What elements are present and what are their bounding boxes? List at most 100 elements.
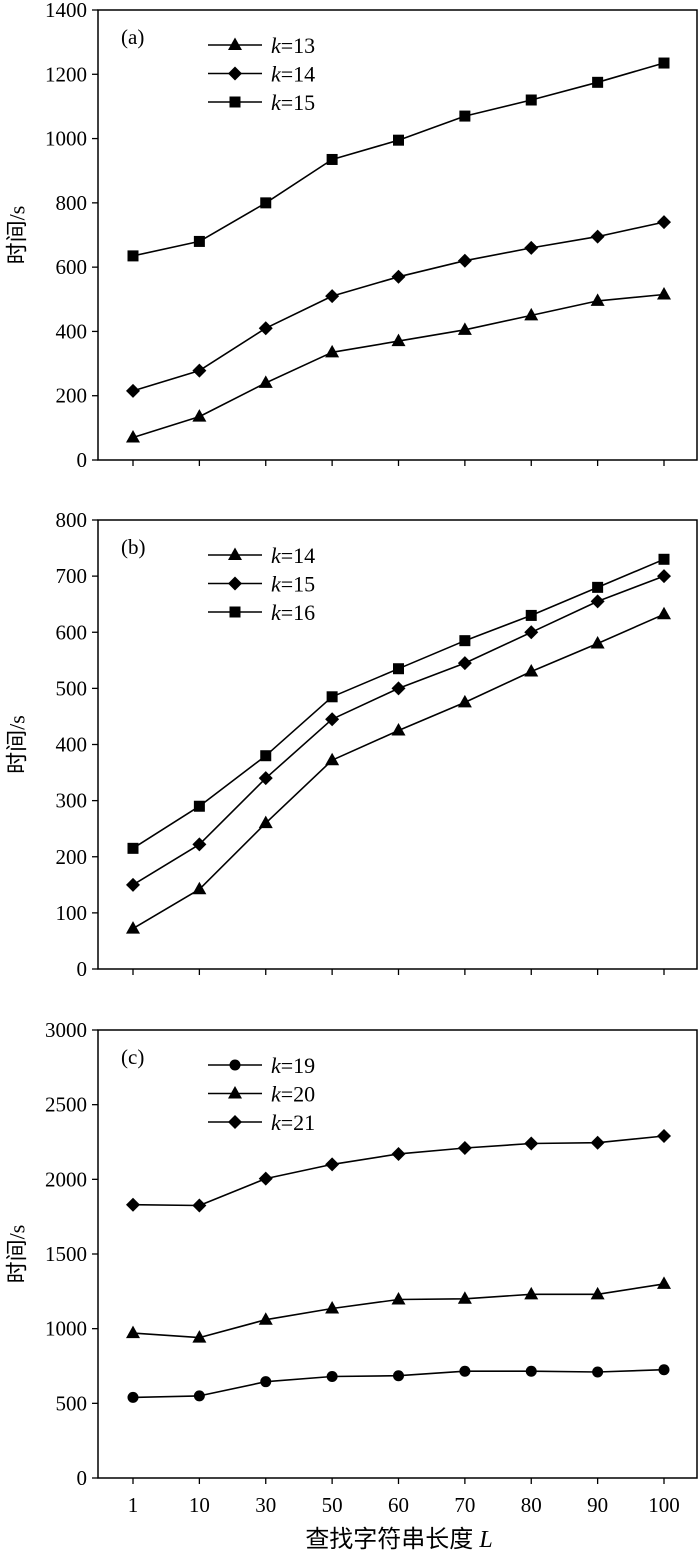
panel-2-series-k16-point [326,691,338,703]
panel-3-series-k19-point [658,1364,670,1376]
panel-1-series-k15-point [459,110,471,122]
panel-2-series-k14-point [590,635,605,649]
panel-2-series-k15-point [391,681,406,696]
panel-1-series-k14-point [126,383,140,398]
panel-2-legend-marker [228,547,242,560]
panel-2-series-k16-point [658,553,670,565]
panel-1-y-axis-title: 时间/s [5,206,30,265]
panel-2-series-k14-line [132,613,665,930]
panel-1-series-k15-point [658,57,670,69]
panel-3-series-k19-point [193,1390,205,1402]
panel-2-series-k16-point [459,635,471,647]
panel-1-series-k13-point [457,322,472,335]
panel-1-series-k14-point [391,269,406,284]
panel-1-plot-frame [97,9,698,461]
panel-2-legend-entry: k=16 [208,600,315,625]
panel-3-series-k21-point [524,1136,539,1151]
panel-1-series-k13 [126,286,671,443]
panel-2-y-tick-label: 100 [56,901,88,925]
panel-3-series-k20-point [391,1292,406,1305]
panel-2-series-k14-point [258,815,273,829]
panel-1-series-k13-point [657,286,671,300]
panel-1-legend-entry: k=15 [208,90,315,115]
x-tick-label: 30 [255,1493,276,1517]
panel-1-series-k15 [127,57,670,262]
x-tick-label: 100 [648,1493,680,1517]
panel-2-series-k15-point [126,877,140,892]
panel-2-series-k15 [126,569,671,892]
x-tick-label: 10 [189,1493,210,1517]
panel-1-legend-marker [228,66,242,81]
panel-3-legend-entry: k=21 [208,1110,315,1135]
panel-3-legend-label: k=21 [271,1110,315,1135]
panel-2-legend-label: k=14 [271,543,315,568]
panel-3: 0 500 1000 1500 2000 2500 3000 1 10 30 50 60 70 80 90 1… [5,1018,698,1553]
panel-1-series-k13-point [192,409,207,422]
panel-3-series-k20-point [457,1291,472,1304]
panel-2-legend-label: k=15 [271,571,315,596]
panel-3-series-k21-point [657,1129,671,1144]
panel-1-series-k13-point [258,375,273,388]
panel-2-series-k14-point [391,722,406,736]
x-tick-label: 1 [128,1493,139,1517]
panel-2-series-k14-point [657,606,671,620]
x-tick-label: 70 [454,1493,475,1517]
panel-2-y-tick-label: 800 [56,508,88,532]
panel-2-y-tick-label: 200 [56,845,88,869]
panel-2-y-tick-label: 700 [56,564,88,588]
panel-1-series-k14-point [457,253,472,268]
panel-3-legend-entry: k=20 [208,1081,315,1106]
panel-1-y-tick-label: 600 [56,255,88,279]
panel-3-plot-frame [97,1029,698,1479]
panel-2-series-k15-point [590,594,605,609]
panel-1-series-k15-point [393,134,404,146]
panel-1-y-tick-label: 1400 [45,0,87,22]
panel-1-series-k14-point [524,240,539,255]
panel-2-series-k14-point [457,694,472,708]
panel-2-series-k16-point [260,750,272,762]
panel-2: 0 100 200 300 400 500 600 700 800 时间/s (b) k=14 k=15… [5,508,698,981]
panel-1-series-k14-point [258,321,273,336]
panel-1-series-k13-point [325,344,340,358]
panel-1-series-k14-point [657,215,671,230]
panel-3-y-tick-label: 2500 [45,1093,87,1117]
panel-2-y-tick-label: 500 [56,676,88,700]
panel-1-legend-marker [229,96,241,108]
panel-2-series-k16-point [525,609,537,621]
panel-1-series-k15-point [326,153,338,165]
panel-3-series-k20-point [657,1276,671,1289]
panel-2-y-tick-label: 0 [77,957,88,981]
panel-2-series-k16 [127,553,670,854]
panel-3-legend-label: k=20 [271,1081,315,1106]
panel-1-y-tick-label: 1200 [45,62,87,86]
panel-2-legend-marker [229,606,241,618]
panel-3-series-k20-point [325,1301,340,1314]
panel-2-series-k14-point [325,752,340,766]
panel-3-legend-entry: k=19 [208,1053,315,1078]
panel-2-legend-marker [228,576,242,591]
panel-1-legend-label: k=14 [271,61,315,86]
panel-2-legend-entry: k=15 [208,571,315,596]
panel-1-series-k15-point [193,235,205,247]
panel-3-series-k21 [126,1129,671,1213]
panel-2-y-tick-label: 300 [56,789,88,813]
panel-1-legend-entry: k=13 [208,33,315,58]
panel-3-series-k19-point [127,1391,139,1403]
panel-1-series-k13-point [126,430,140,443]
panel-2-series-k14-point [524,664,539,677]
panel-3-series-k19-point [459,1365,471,1377]
panel-1-series-k15-line [132,62,665,257]
panel-1-series-k14-point [590,229,605,244]
panel-3-series-k20-point [258,1312,273,1325]
panel-3-series-k21-point [457,1140,472,1155]
x-tick-label: 60 [388,1493,409,1517]
panel-3-y-axis-title: 时间/s [5,1225,30,1284]
panel-2-legend-entry: k=14 [208,543,315,568]
panel-1-series-k13-point [391,333,406,347]
panel-1-series-k14-point [192,363,207,378]
panel-1-y-tick-label: 800 [56,191,88,215]
panel-1-y-tick-label: 0 [77,448,88,472]
panel-1-legend-marker [228,37,242,50]
panel-2-series-k16-point [193,800,205,812]
